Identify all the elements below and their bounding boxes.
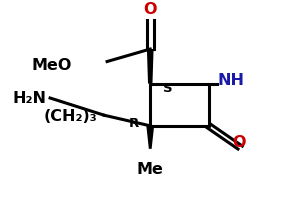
Text: MeO: MeO <box>32 58 72 73</box>
Polygon shape <box>146 126 154 149</box>
Text: O: O <box>144 2 157 17</box>
Text: NH: NH <box>217 73 244 88</box>
Text: R: R <box>129 117 139 130</box>
Text: (CH₂)₃: (CH₂)₃ <box>44 108 98 123</box>
Text: O: O <box>232 134 246 149</box>
Text: H₂N: H₂N <box>13 91 47 106</box>
Text: S: S <box>163 82 172 94</box>
Text: Me: Me <box>137 161 164 176</box>
Polygon shape <box>147 50 154 84</box>
